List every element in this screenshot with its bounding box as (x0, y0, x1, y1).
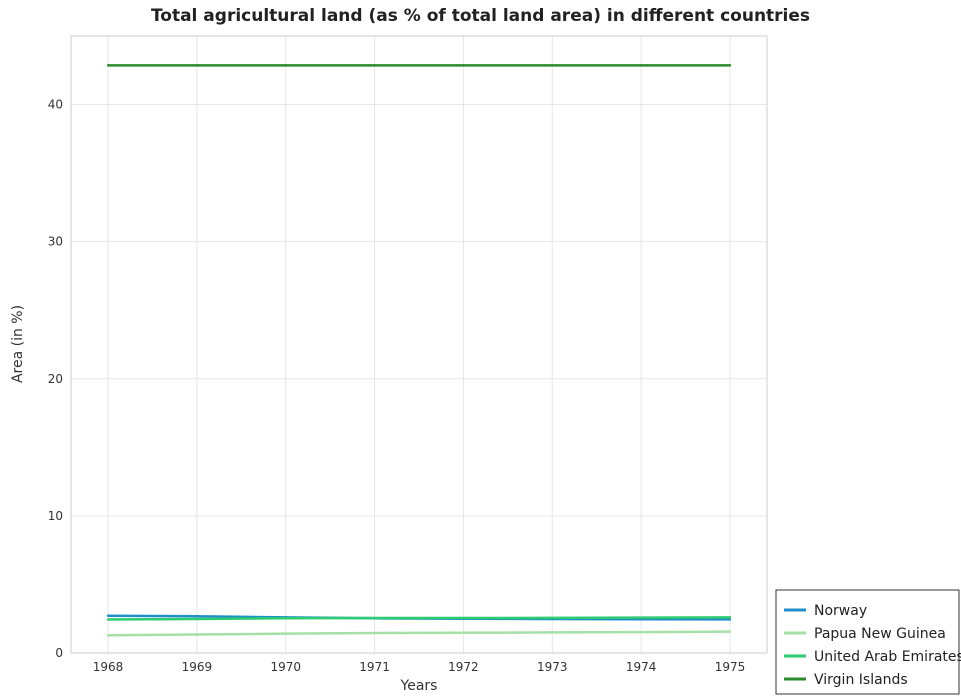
data-point (106, 618, 110, 621)
data-point (728, 64, 732, 67)
y-tick-label: 20 (48, 372, 63, 386)
legend: Norway Papua New Guinea United Arab Emirat… (775, 589, 961, 695)
series-line-papua-new-guinea (107, 630, 731, 637)
data-point (639, 64, 643, 67)
data-point (195, 615, 199, 618)
y-axis-ticks: 0 10 20 30 40 (48, 98, 63, 660)
data-point (195, 633, 199, 636)
legend-label: Papua New Guinea (814, 626, 946, 642)
plot-area-frame (70, 35, 768, 654)
x-tick-label: 1968 (93, 660, 124, 674)
y-axis-label: Area (in %) (10, 305, 26, 383)
x-tick-label: 1971 (359, 660, 390, 674)
data-point (195, 617, 199, 621)
legend-label: Virgin Islands (814, 672, 908, 688)
x-tick-label: 1974 (626, 660, 657, 674)
data-point (639, 630, 643, 634)
grid-lines (71, 36, 767, 654)
x-axis-label: Years (400, 678, 438, 694)
legend-label: Norway (814, 603, 867, 619)
x-tick-label: 1972 (448, 660, 479, 674)
x-axis-ticks: 1968 1969 1970 1971 1972 1973 1974 1975 (93, 660, 746, 674)
x-tick-label: 1969 (182, 660, 213, 674)
data-point (728, 630, 732, 633)
y-tick-label: 0 (55, 646, 63, 660)
data-point (106, 634, 110, 637)
data-point (462, 631, 465, 634)
data-point (462, 616, 465, 620)
data-point (728, 618, 732, 621)
data-point (106, 64, 110, 67)
legend-label: United Arab Emirates (814, 649, 961, 665)
y-tick-label: 30 (48, 235, 63, 249)
series-line-united-arab-emirates (107, 616, 731, 621)
chart-title: Total agricultural land (as % of total l… (150, 6, 811, 26)
data-point (373, 631, 376, 635)
data-point (284, 64, 287, 67)
data-point (551, 616, 554, 620)
x-tick-label: 1973 (537, 660, 568, 674)
data-point (284, 632, 287, 635)
data-point (551, 64, 554, 67)
x-tick-label: 1975 (715, 660, 746, 674)
data-point (551, 631, 554, 634)
data-point (639, 616, 643, 619)
data-point (373, 616, 376, 620)
data-point (195, 64, 199, 67)
x-tick-label: 1970 (270, 660, 301, 674)
legend-box (775, 589, 960, 695)
y-tick-label: 40 (48, 98, 63, 112)
data-point (728, 616, 732, 619)
data-point (373, 64, 376, 67)
y-tick-label: 10 (48, 509, 63, 523)
data-point (106, 614, 110, 617)
data-point (284, 617, 287, 620)
series-lines (106, 64, 732, 637)
data-point (462, 64, 465, 67)
